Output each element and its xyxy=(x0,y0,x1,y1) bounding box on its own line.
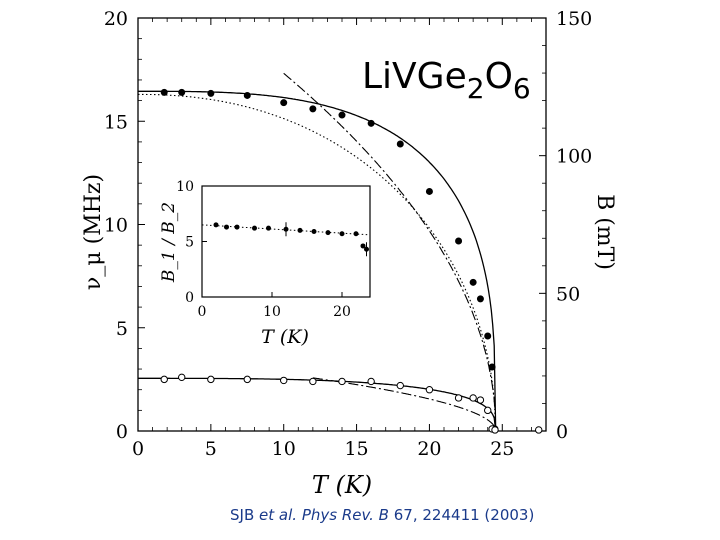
inset-data-point xyxy=(266,225,271,231)
inset-data-point xyxy=(360,243,366,249)
inset-data-point xyxy=(364,246,369,252)
open-data-point xyxy=(535,426,543,434)
lower-critical-dashed xyxy=(312,377,496,428)
inset-data-point xyxy=(311,229,317,235)
filled-data-point xyxy=(178,88,186,96)
filled-data-point xyxy=(469,278,477,286)
compound-label: LiVGe2O6 xyxy=(362,56,531,105)
y2-tick-label: 50 xyxy=(556,283,580,305)
y-axis-label: ν_μ (MHz) xyxy=(81,174,106,290)
open-data-point xyxy=(396,381,404,390)
x-tick-label: 15 xyxy=(344,438,368,460)
y2-tick-label: 0 xyxy=(556,421,568,443)
filled-data-point xyxy=(160,88,168,96)
open-data-point xyxy=(491,426,499,434)
x-axis-label: T (K) xyxy=(312,471,372,499)
x-tick-label: 10 xyxy=(272,438,296,460)
filled-data-point xyxy=(455,237,463,245)
y2-tick-label: 100 xyxy=(556,146,592,168)
main-fit-curves xyxy=(138,72,497,432)
inset-y-axis-label: B_1 / B_2 xyxy=(159,202,179,283)
inset-data-point xyxy=(224,224,229,230)
inset-ticks: 0 10 20 0 5 10 xyxy=(176,179,351,320)
y2-tick-label: 150 xyxy=(556,8,592,30)
inset-x-tick-label: 20 xyxy=(333,304,351,320)
x-tick-label: 20 xyxy=(417,438,441,460)
open-data-point xyxy=(484,406,492,415)
open-data-point xyxy=(178,373,186,382)
y-tick-label: 0 xyxy=(116,421,128,443)
inset-data-point xyxy=(353,231,359,237)
filled-data-point xyxy=(396,140,404,148)
inset-data-point xyxy=(252,225,257,231)
inset-x-tick-label: 0 xyxy=(198,304,207,320)
open-data-point xyxy=(367,377,375,386)
inset-y-tick-label: 5 xyxy=(185,235,194,251)
inset-data-point xyxy=(213,222,219,228)
filled-data-point xyxy=(243,91,251,99)
filled-data-point xyxy=(425,187,433,195)
lower-fit-solid xyxy=(138,377,497,432)
y2-axis-label: B (mT) xyxy=(592,194,617,270)
y-tick-label: 20 xyxy=(104,8,128,30)
y-tick-label: 5 xyxy=(116,318,128,340)
upper-critical-dashed xyxy=(283,72,496,408)
inset-data-point xyxy=(283,226,289,232)
inset-y-tick-label: 10 xyxy=(176,179,194,195)
inset-data-point xyxy=(297,227,303,233)
open-data-point xyxy=(243,375,251,384)
inset-y-tick-label: 0 xyxy=(185,290,194,306)
x-tick-label: 5 xyxy=(205,438,217,460)
y-tick-label: 10 xyxy=(104,215,128,237)
x-tick-label: 25 xyxy=(490,438,514,460)
open-data-point xyxy=(160,375,168,384)
inset-data-point xyxy=(339,231,345,237)
y-tick-label: 15 xyxy=(104,111,128,133)
filled-data-point xyxy=(476,295,484,303)
inset-x-tick-label: 10 xyxy=(263,304,281,320)
x-tick-label: 0 xyxy=(132,438,144,460)
filled-data-point xyxy=(488,363,496,371)
inset-data-point xyxy=(234,224,240,230)
inset-data-points xyxy=(213,222,369,257)
inset-data-point xyxy=(325,230,331,236)
upper-fit-dotted xyxy=(138,93,497,432)
open-data-point xyxy=(425,386,434,394)
filled-data-point xyxy=(309,105,317,113)
filled-data-point xyxy=(367,119,375,127)
inset-x-axis-label: T (K) xyxy=(261,326,309,348)
open-data-point xyxy=(469,394,477,402)
inset-background xyxy=(196,180,382,308)
open-data-point xyxy=(309,377,317,386)
filled-data-point xyxy=(338,111,346,119)
open-data-point xyxy=(454,394,463,402)
filled-data-point xyxy=(280,99,288,107)
open-data-point xyxy=(207,375,215,384)
upper-fit-solid xyxy=(138,90,497,432)
open-data-point xyxy=(476,396,485,404)
citation: SJB et al. Phys Rev. B 67, 224411 (2003) xyxy=(230,506,535,524)
main-data-points xyxy=(160,88,543,434)
filled-data-point xyxy=(207,89,215,97)
open-data-point xyxy=(280,376,288,385)
filled-data-point xyxy=(484,332,492,340)
open-data-point xyxy=(338,377,346,386)
